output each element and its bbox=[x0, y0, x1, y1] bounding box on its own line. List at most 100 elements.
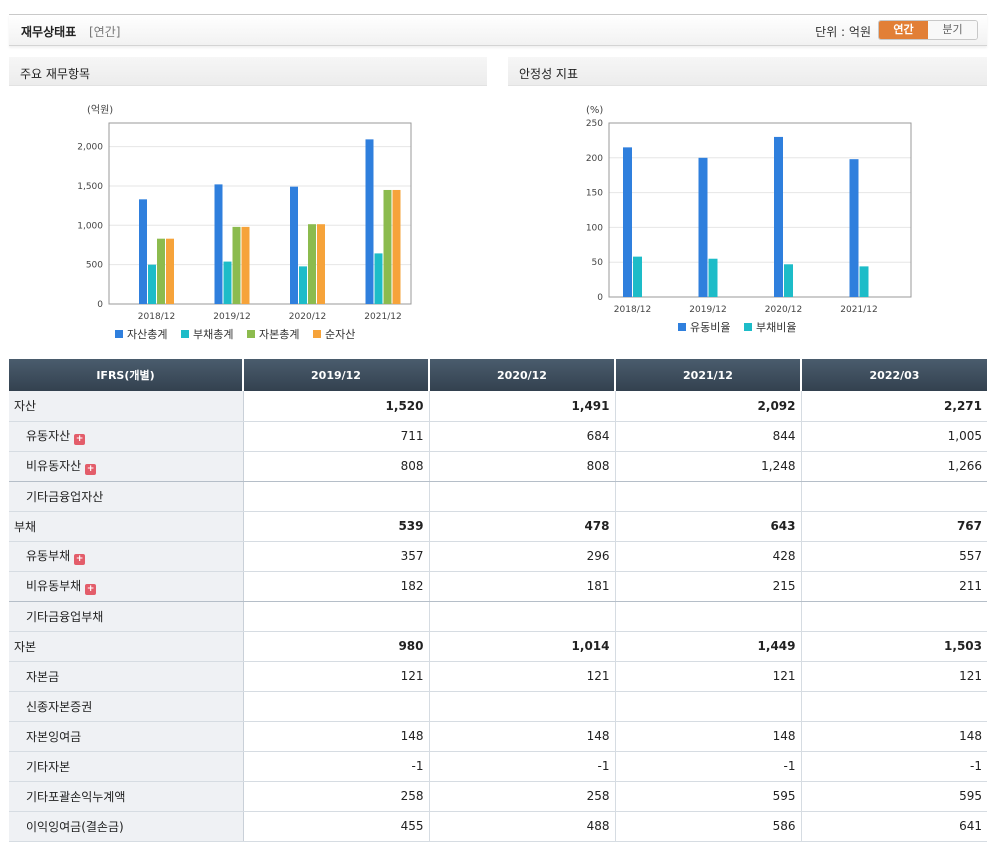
bar bbox=[214, 184, 223, 304]
column-header: 2020/12 bbox=[429, 359, 616, 391]
value-cell bbox=[429, 691, 616, 722]
value-cell: 1,005 bbox=[801, 421, 987, 452]
x-tick-label: 2020/12 bbox=[765, 305, 802, 315]
stability-chart: (%) 0 50 100 150 200 250 2018/12 2019/12 2020/12 2… bbox=[586, 105, 912, 334]
bar bbox=[374, 253, 383, 304]
y-tick-label: 500 bbox=[86, 261, 103, 271]
row-label-cell: 자산 bbox=[9, 391, 244, 422]
value-cell: 1,491 bbox=[429, 391, 616, 422]
value-cell bbox=[801, 481, 987, 512]
corner-header: IFRS(개별) bbox=[9, 359, 244, 391]
bar bbox=[849, 159, 859, 297]
table-row: 비유동부채 +182 181 215 211 bbox=[9, 571, 987, 602]
value-cell: 2,092 bbox=[615, 391, 802, 422]
value-cell: 488 bbox=[429, 811, 616, 842]
table-row: 기타자본 -1 -1 -1 -1 bbox=[9, 751, 987, 782]
row-label: 자본금 bbox=[26, 669, 60, 684]
value-cell: 1,449 bbox=[615, 631, 802, 662]
row-label-cell: 비유동자산 + bbox=[9, 451, 244, 482]
row-label: 부채 bbox=[14, 519, 37, 534]
row-label-cell: 비유동부채 + bbox=[9, 571, 244, 602]
period-tag: [연간] bbox=[89, 25, 121, 39]
balance-sheet-table: IFRS(개별) 2019/12 2020/12 2021/12 2022/03… bbox=[9, 359, 987, 842]
legend-label: 자산총계 bbox=[127, 328, 167, 341]
row-label: 기타금융업자산 bbox=[26, 489, 104, 504]
column-header: 2019/12 bbox=[243, 359, 430, 391]
value-cell bbox=[243, 691, 430, 722]
value-cell bbox=[801, 601, 987, 632]
quarter-button[interactable]: 분기 bbox=[928, 21, 977, 39]
table-row: 자본금 121 121 121 121 bbox=[9, 661, 987, 692]
value-cell: 557 bbox=[801, 541, 987, 572]
expand-icon[interactable]: + bbox=[74, 554, 86, 565]
table-row: 기타포괄손익누계액 258 258 595 595 bbox=[9, 781, 987, 812]
row-label-cell: 기타자본 bbox=[9, 751, 244, 782]
expand-icon[interactable]: + bbox=[85, 464, 97, 475]
legend-label: 자본총계 bbox=[259, 328, 299, 341]
value-cell: 121 bbox=[429, 661, 616, 692]
annual-button[interactable]: 연간 bbox=[879, 21, 928, 39]
value-cell: 215 bbox=[615, 571, 802, 602]
bar bbox=[241, 226, 250, 304]
row-label: 기타금융업부채 bbox=[26, 609, 104, 624]
row-label-cell: 유동자산 + bbox=[9, 421, 244, 452]
value-cell: 844 bbox=[615, 421, 802, 452]
column-header: 2022/03 bbox=[801, 359, 987, 391]
stability-heading: 안정성 지표 bbox=[508, 57, 987, 86]
row-label: 기타포괄손익누계액 bbox=[26, 789, 126, 804]
bar bbox=[708, 258, 718, 297]
major-items-heading: 주요 재무항목 bbox=[9, 57, 487, 86]
period-toggle: 연간 분기 bbox=[878, 20, 978, 40]
row-label: 신종자본증권 bbox=[26, 699, 93, 714]
bar bbox=[365, 139, 374, 304]
y-tick-label: 2,000 bbox=[77, 143, 103, 153]
bar bbox=[784, 264, 793, 297]
bar bbox=[299, 266, 307, 304]
row-label-cell: 자본금 bbox=[9, 661, 244, 692]
major-items-chart: (억원) 0 500 1,000 1,500 2,000 2018/12 2019/12 202… bbox=[77, 104, 412, 341]
value-cell: -1 bbox=[243, 751, 430, 782]
bar bbox=[223, 261, 232, 304]
row-label-cell: 자본 bbox=[9, 631, 244, 662]
value-cell: 121 bbox=[615, 661, 802, 692]
bar bbox=[139, 199, 147, 304]
statement-header: 재무상태표 [연간] 단위 : 억원 연간 분기 bbox=[9, 14, 987, 46]
value-cell: 211 bbox=[801, 571, 987, 602]
bar bbox=[383, 189, 392, 304]
plot-frame bbox=[608, 122, 912, 298]
bar bbox=[392, 189, 401, 304]
expand-icon[interactable]: + bbox=[74, 434, 86, 445]
table-row: 기타금융업부채 bbox=[9, 601, 987, 632]
legend-label: 순자산 bbox=[325, 328, 355, 341]
bar bbox=[157, 238, 165, 304]
plot-frame bbox=[108, 122, 412, 305]
expand-icon[interactable]: + bbox=[85, 584, 97, 595]
x-tick-label: 2019/12 bbox=[689, 305, 726, 315]
value-cell: 595 bbox=[615, 781, 802, 812]
value-cell: 357 bbox=[243, 541, 430, 572]
y-tick-label: 250 bbox=[586, 119, 603, 129]
legend-label: 부채총계 bbox=[193, 328, 233, 341]
value-cell: 586 bbox=[615, 811, 802, 842]
x-tick-label: 2021/12 bbox=[840, 305, 877, 315]
value-cell: 428 bbox=[615, 541, 802, 572]
value-cell bbox=[801, 691, 987, 722]
value-cell: 711 bbox=[243, 421, 430, 452]
row-label-cell: 유동부채 + bbox=[9, 541, 244, 572]
legend-swatch bbox=[678, 323, 686, 331]
row-label: 비유동자산 bbox=[26, 459, 82, 473]
value-cell: 808 bbox=[429, 451, 616, 482]
value-cell: 767 bbox=[801, 511, 987, 542]
value-cell: 980 bbox=[243, 631, 430, 662]
value-cell: 478 bbox=[429, 511, 616, 542]
value-cell: 1,266 bbox=[801, 451, 987, 482]
value-cell: 182 bbox=[243, 571, 430, 602]
value-cell: 148 bbox=[615, 721, 802, 752]
value-cell: 258 bbox=[429, 781, 616, 812]
y-tick-label: 200 bbox=[586, 154, 603, 164]
bar bbox=[623, 147, 632, 297]
value-cell: 181 bbox=[429, 571, 616, 602]
y-unit-label: (%) bbox=[586, 105, 603, 116]
row-label: 기타자본 bbox=[26, 759, 71, 774]
value-cell: 148 bbox=[801, 721, 987, 752]
